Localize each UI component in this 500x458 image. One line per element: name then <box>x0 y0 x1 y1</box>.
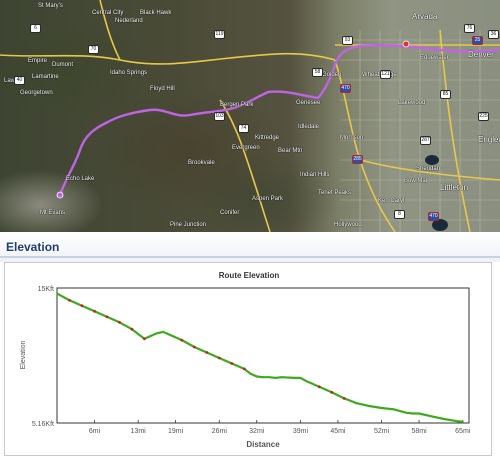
header-divider <box>0 256 500 258</box>
highway-shield: 287 <box>420 136 431 145</box>
elevation-data-point <box>217 356 221 360</box>
elevation-data-point <box>149 335 152 337</box>
series-group <box>56 292 464 423</box>
plot-frame <box>56 287 470 424</box>
y-axis-label: Elevation <box>20 340 27 369</box>
x-tick-label: 65mi <box>455 428 471 435</box>
y-tick-label: 5.16Kft <box>32 421 54 428</box>
x-tick-label: 19mi <box>168 428 184 435</box>
elevation-data-point <box>355 402 358 405</box>
elevation-data-point <box>342 397 346 400</box>
elevation-data-point <box>180 338 184 342</box>
route-line[interactable] <box>58 44 500 196</box>
elevation-data-point <box>168 333 171 336</box>
highway-shield: 121 <box>380 70 391 79</box>
lake <box>425 155 439 165</box>
map-overlay <box>0 0 500 232</box>
highway-shield: 470 <box>340 84 351 93</box>
elevation-data-point <box>262 376 264 379</box>
highway-shield: 58 <box>312 68 323 77</box>
highway-shield: 76 <box>464 24 475 33</box>
x-tick-label: 45mi <box>330 428 346 435</box>
route-end-marker[interactable] <box>402 40 410 48</box>
elevation-data-point <box>242 367 246 371</box>
elevation-data-point <box>317 385 321 389</box>
elevation-data-point <box>299 377 302 379</box>
elevation-data-point <box>418 412 420 415</box>
elevation-data-point <box>143 337 146 341</box>
highway-shield: 40 <box>14 76 25 85</box>
elevation-header: Elevation <box>0 232 500 262</box>
highway-shield: 36 <box>488 30 499 39</box>
x-tick-label: 6mi <box>89 428 101 435</box>
elevation-data-point <box>405 411 408 414</box>
x-tick-label: 58mi <box>411 428 427 435</box>
elevation-data-point <box>68 298 71 302</box>
elevation-data-point <box>430 415 433 418</box>
highway-shield: 85 <box>440 90 451 99</box>
elevation-data-point <box>80 304 84 308</box>
elevation-data-point <box>461 420 464 423</box>
elevation-data-point <box>293 377 296 379</box>
highway-shield: 74 <box>238 124 249 133</box>
elevation-data-point <box>156 332 158 335</box>
elevation-data-point <box>268 376 271 379</box>
satellite-map[interactable]: St Mary's Central City Black Hawk Nederl… <box>0 0 500 232</box>
elevation-data-point <box>130 327 134 331</box>
elevation-data-point <box>249 372 252 375</box>
elevation-data-point <box>380 407 383 409</box>
elevation-chart[interactable]: Route Elevation 15Kft 5.16Kft 6mi 13mi 19mi… <box>5 263 493 457</box>
chart-title: Route Elevation <box>219 271 280 280</box>
x-tick-label: 26mi <box>212 428 228 435</box>
x-tick-label: 13mi <box>131 428 147 435</box>
elevation-data-point <box>93 309 96 313</box>
y-axis-ticks: 15Kft 5.16Kft <box>32 286 54 428</box>
y-tick-label: 15Kft <box>38 286 54 293</box>
x-axis-ticks: 6mi 13mi 19mi 26mi 32mi 39mi 45mi 52mi 58mi 65mi <box>89 420 471 435</box>
elevation-data-point <box>280 376 283 379</box>
elevation-title: Elevation <box>6 240 60 254</box>
highway-shield: 225 <box>478 112 489 121</box>
elevation-data-point <box>56 292 58 295</box>
highway-shield: 119 <box>214 30 225 39</box>
route-start-marker[interactable] <box>56 191 64 199</box>
elevation-data-point <box>368 405 370 407</box>
city-street-grid <box>340 30 500 232</box>
highway-shield: 93 <box>342 36 353 45</box>
elevation-data-point <box>105 315 109 319</box>
elevation-data-point <box>255 375 258 378</box>
elevation-chart-panel: Route Elevation 15Kft 5.16Kft 6mi 13mi 19mi… <box>4 262 492 456</box>
elevation-data-point <box>455 420 458 422</box>
x-axis-label: Distance <box>246 440 280 449</box>
x-tick-label: 32mi <box>249 428 265 435</box>
lake <box>432 219 448 231</box>
highway-shield: 25 <box>472 36 483 45</box>
elevation-data-point <box>393 408 395 411</box>
elevation-data-point <box>192 345 196 349</box>
highway-shield: 8 <box>394 210 405 219</box>
elevation-data-point <box>305 380 308 383</box>
elevation-data-point <box>274 377 277 379</box>
elevation-data-point <box>411 412 414 415</box>
x-tick-label: 39mi <box>293 428 309 435</box>
elevation-data-point <box>330 390 334 394</box>
elevation-data-point <box>118 320 121 324</box>
highway-shield: 285 <box>352 155 363 164</box>
elevation-data-point <box>162 331 165 333</box>
highways <box>0 0 500 232</box>
elevation-data-point <box>205 351 209 354</box>
elevation-data-point <box>230 362 234 365</box>
highway-shield: 103 <box>214 112 225 121</box>
highway-shield: 6 <box>30 24 41 33</box>
elevation-data-point <box>443 418 445 420</box>
highway-shield: 470 <box>428 212 439 221</box>
highway-shield: 70 <box>88 45 99 54</box>
x-tick-label: 52mi <box>374 428 390 435</box>
